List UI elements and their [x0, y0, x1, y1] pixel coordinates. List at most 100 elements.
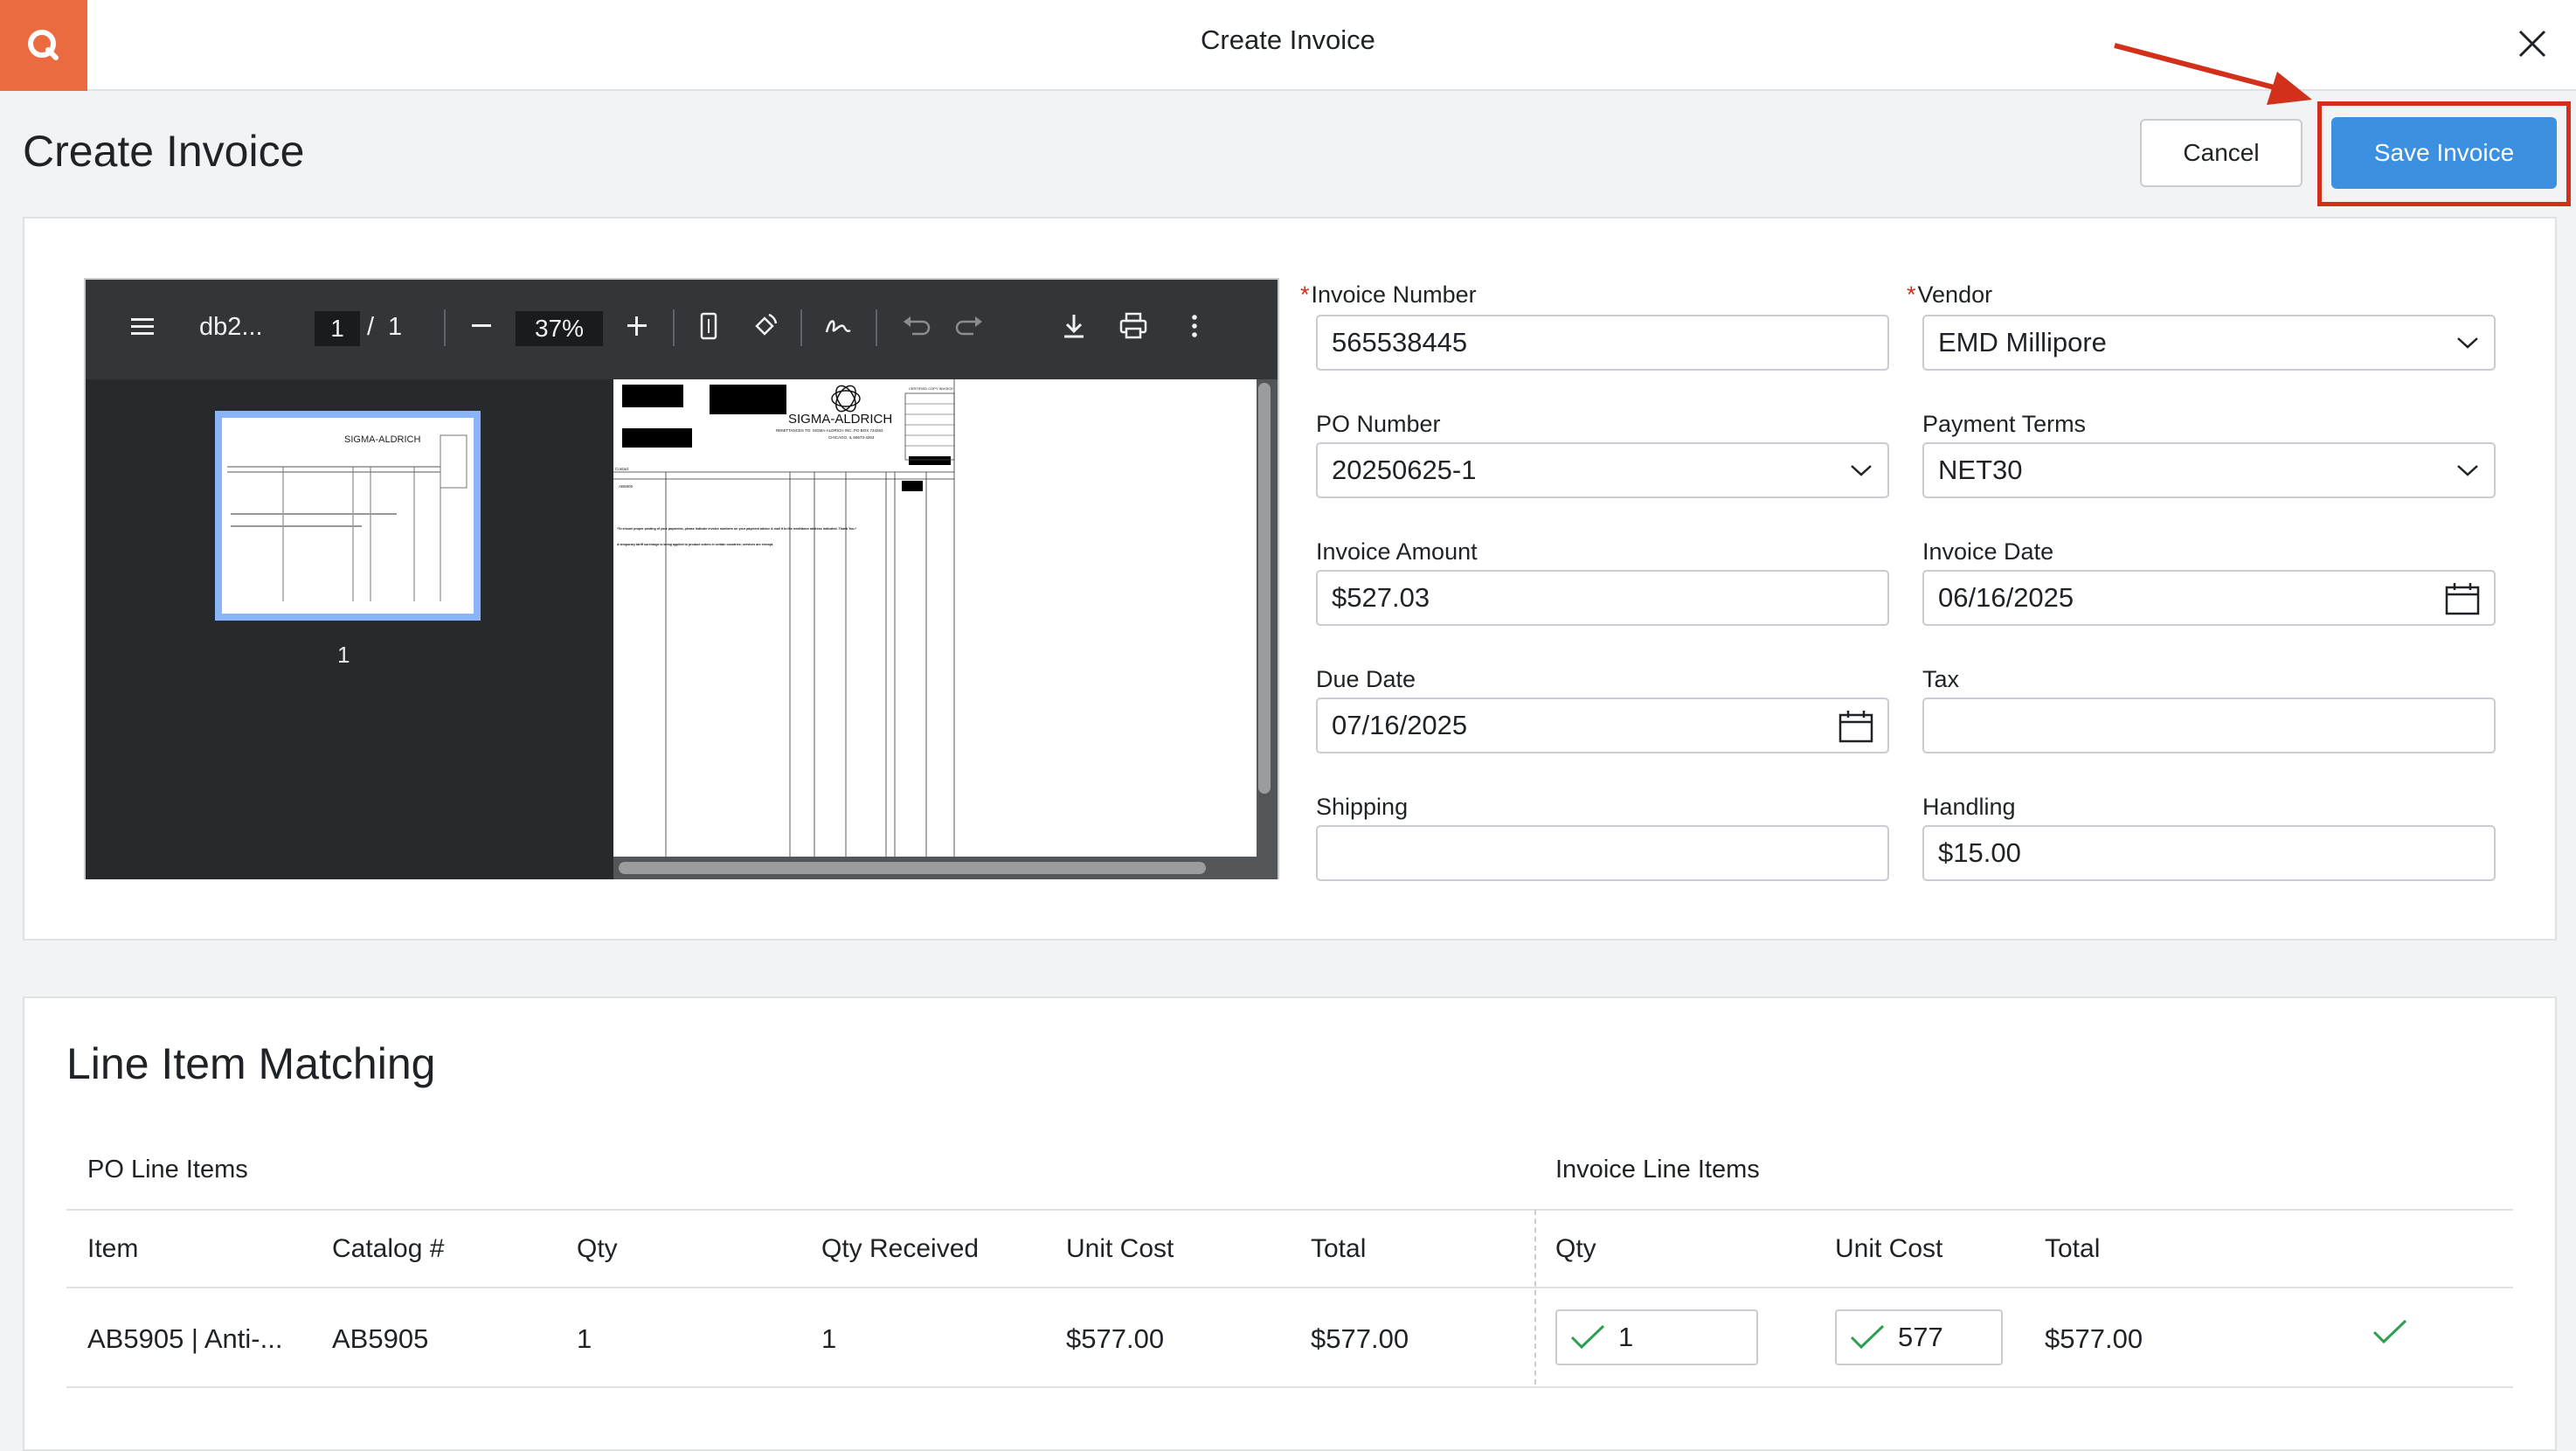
calendar-icon[interactable] — [1839, 710, 1873, 743]
pdf-viewer: db2... 1 / 1 37% — [84, 278, 1279, 879]
vendor-value: EMD Millipore — [1938, 327, 2107, 358]
invoice-qty-input[interactable]: 1 — [1555, 1309, 1758, 1365]
logo-q-icon — [28, 30, 59, 60]
invoice-document: SIGMA-ALDRICH REMITTANCES TO: SIGMA-ALDR… — [613, 379, 955, 857]
col-header-invoice-total: Total — [2045, 1234, 2101, 1263]
vendor-label: *Vendor — [1907, 281, 1993, 308]
zoom-out-icon[interactable] — [465, 309, 498, 343]
col-header-invoice-unit-cost: Unit Cost — [1835, 1234, 1943, 1263]
invoice-amount-label: Invoice Amount — [1316, 538, 1478, 565]
more-icon[interactable] — [1178, 309, 1211, 343]
fit-page-icon[interactable] — [692, 309, 725, 343]
app-logo[interactable] — [0, 0, 87, 91]
chevron-down-icon — [2457, 337, 2478, 349]
close-button[interactable] — [2511, 23, 2553, 65]
handling-input[interactable]: $15.00 — [1922, 825, 2496, 881]
row-total: $577.00 — [1311, 1323, 1409, 1354]
thumbnail-page-number: 1 — [337, 642, 350, 668]
po-number-value: 20250625-1 — [1332, 455, 1477, 485]
vertical-scrollbar[interactable] — [1258, 383, 1271, 794]
annotation-arrow — [2114, 43, 2312, 105]
table-row-bottom-border — [66, 1386, 2513, 1388]
vendor-select[interactable]: EMD Millipore — [1922, 315, 2496, 371]
line-item-matching-title: Line Item Matching — [66, 1039, 436, 1088]
save-invoice-button[interactable]: Save Invoice — [2331, 117, 2557, 189]
doc-contact-label: Contact — [615, 467, 629, 471]
menu-icon[interactable] — [126, 309, 159, 343]
row-unit-cost: $577.00 — [1066, 1323, 1165, 1354]
due-date-label: Due Date — [1316, 666, 1416, 692]
payment-terms-select[interactable]: NET30 — [1922, 442, 2496, 498]
invoice-number-input[interactable]: 565538445 — [1316, 315, 1889, 371]
required-marker: * — [1907, 281, 1916, 308]
due-date-input[interactable]: 07/16/2025 — [1316, 698, 1889, 753]
po-number-label: PO Number — [1316, 411, 1441, 437]
close-icon — [2518, 30, 2546, 58]
shipping-input[interactable] — [1316, 825, 1889, 881]
match-check-icon — [2372, 1319, 2407, 1344]
toolbar-divider — [876, 309, 877, 346]
handling-label: Handling — [1922, 794, 2016, 820]
invoice-date-label: Invoice Date — [1922, 538, 2054, 565]
invoice-date-value: 06/16/2025 — [1938, 582, 2074, 613]
col-header-unit-cost: Unit Cost — [1066, 1234, 1174, 1263]
redo-icon[interactable] — [954, 309, 987, 343]
po-line-items-label: PO Line Items — [87, 1156, 248, 1184]
po-number-select[interactable]: 20250625-1 — [1316, 442, 1889, 498]
doc-note-1: *To ensure proper posting of your paymen… — [617, 527, 857, 531]
zoom-level[interactable]: 37% — [516, 311, 603, 346]
calendar-icon[interactable] — [2445, 582, 2480, 615]
row-qty: 1 — [577, 1323, 592, 1354]
payment-terms-label: Payment Terms — [1922, 411, 2087, 437]
tax-label: Tax — [1922, 666, 1960, 692]
sigma-aldrich-logo-icon — [831, 385, 861, 413]
total-pages: 1 — [388, 313, 403, 341]
page-title: Create Invoice — [23, 127, 305, 176]
row-item[interactable]: AB5905 | Anti-... — [87, 1323, 283, 1354]
check-icon — [1850, 1324, 1885, 1350]
pdf-page-area: SIGMA-ALDRICH REMITTANCES TO: SIGMA-ALDR… — [613, 379, 1278, 879]
col-header-invoice-qty: Qty — [1555, 1234, 1596, 1263]
undo-icon[interactable] — [898, 309, 931, 343]
toolbar-divider — [444, 309, 446, 346]
due-date-value: 07/16/2025 — [1332, 710, 1468, 740]
row-invoice-total: $577.00 — [2045, 1323, 2143, 1354]
rotate-icon[interactable] — [748, 309, 781, 343]
shipping-label: Shipping — [1316, 794, 1409, 820]
pdf-toolbar: db2... 1 / 1 37% — [86, 280, 1278, 379]
chevron-down-icon — [1851, 465, 1872, 476]
cancel-button[interactable]: Cancel — [2140, 119, 2302, 187]
page-number-input[interactable]: 1 — [315, 311, 360, 346]
chevron-down-icon — [2457, 465, 2478, 476]
tax-input[interactable] — [1922, 698, 2496, 753]
doc-item-code: AB5905 — [619, 484, 634, 489]
line-item-matching-card — [23, 996, 2557, 1451]
annotate-icon[interactable] — [821, 309, 855, 343]
page-separator: / — [367, 313, 375, 341]
table-group-divider — [1534, 1210, 1536, 1385]
doc-city-line: CHICAGO, IL 60673-4263 — [828, 435, 875, 440]
check-icon — [1570, 1324, 1605, 1350]
svg-text:SIGMA-ALDRICH: SIGMA-ALDRICH — [344, 434, 420, 445]
table-header-bottom-border — [66, 1287, 2513, 1288]
pdf-thumbnail-sidebar: SIGMA-ALDRICH 1 — [86, 379, 613, 879]
pdf-file-name: db2... — [199, 313, 263, 341]
invoice-number-label: *Invoice Number — [1300, 281, 1477, 308]
row-catalog: AB5905 — [332, 1323, 429, 1354]
print-icon[interactable] — [1117, 309, 1150, 343]
invoice-unit-cost-value: 577 — [1898, 1322, 1943, 1352]
invoice-unit-cost-input[interactable]: 577 — [1835, 1309, 2003, 1365]
table-header-top-border — [66, 1209, 2513, 1211]
invoice-date-input[interactable]: 06/16/2025 — [1922, 570, 2496, 626]
col-header-total: Total — [1311, 1234, 1367, 1263]
invoice-amount-input[interactable]: $527.03 — [1316, 570, 1889, 626]
horizontal-scrollbar[interactable] — [619, 862, 1206, 874]
thumbnail-preview: SIGMA-ALDRICH — [222, 418, 474, 614]
col-header-qty-received: Qty Received — [821, 1234, 980, 1263]
invoice-qty-value: 1 — [1618, 1322, 1634, 1352]
page-thumbnail[interactable]: SIGMA-ALDRICH — [215, 411, 481, 621]
zoom-in-icon[interactable] — [620, 309, 654, 343]
col-header-qty: Qty — [577, 1234, 618, 1263]
payment-terms-value: NET30 — [1938, 455, 2023, 485]
download-icon[interactable] — [1057, 309, 1091, 343]
